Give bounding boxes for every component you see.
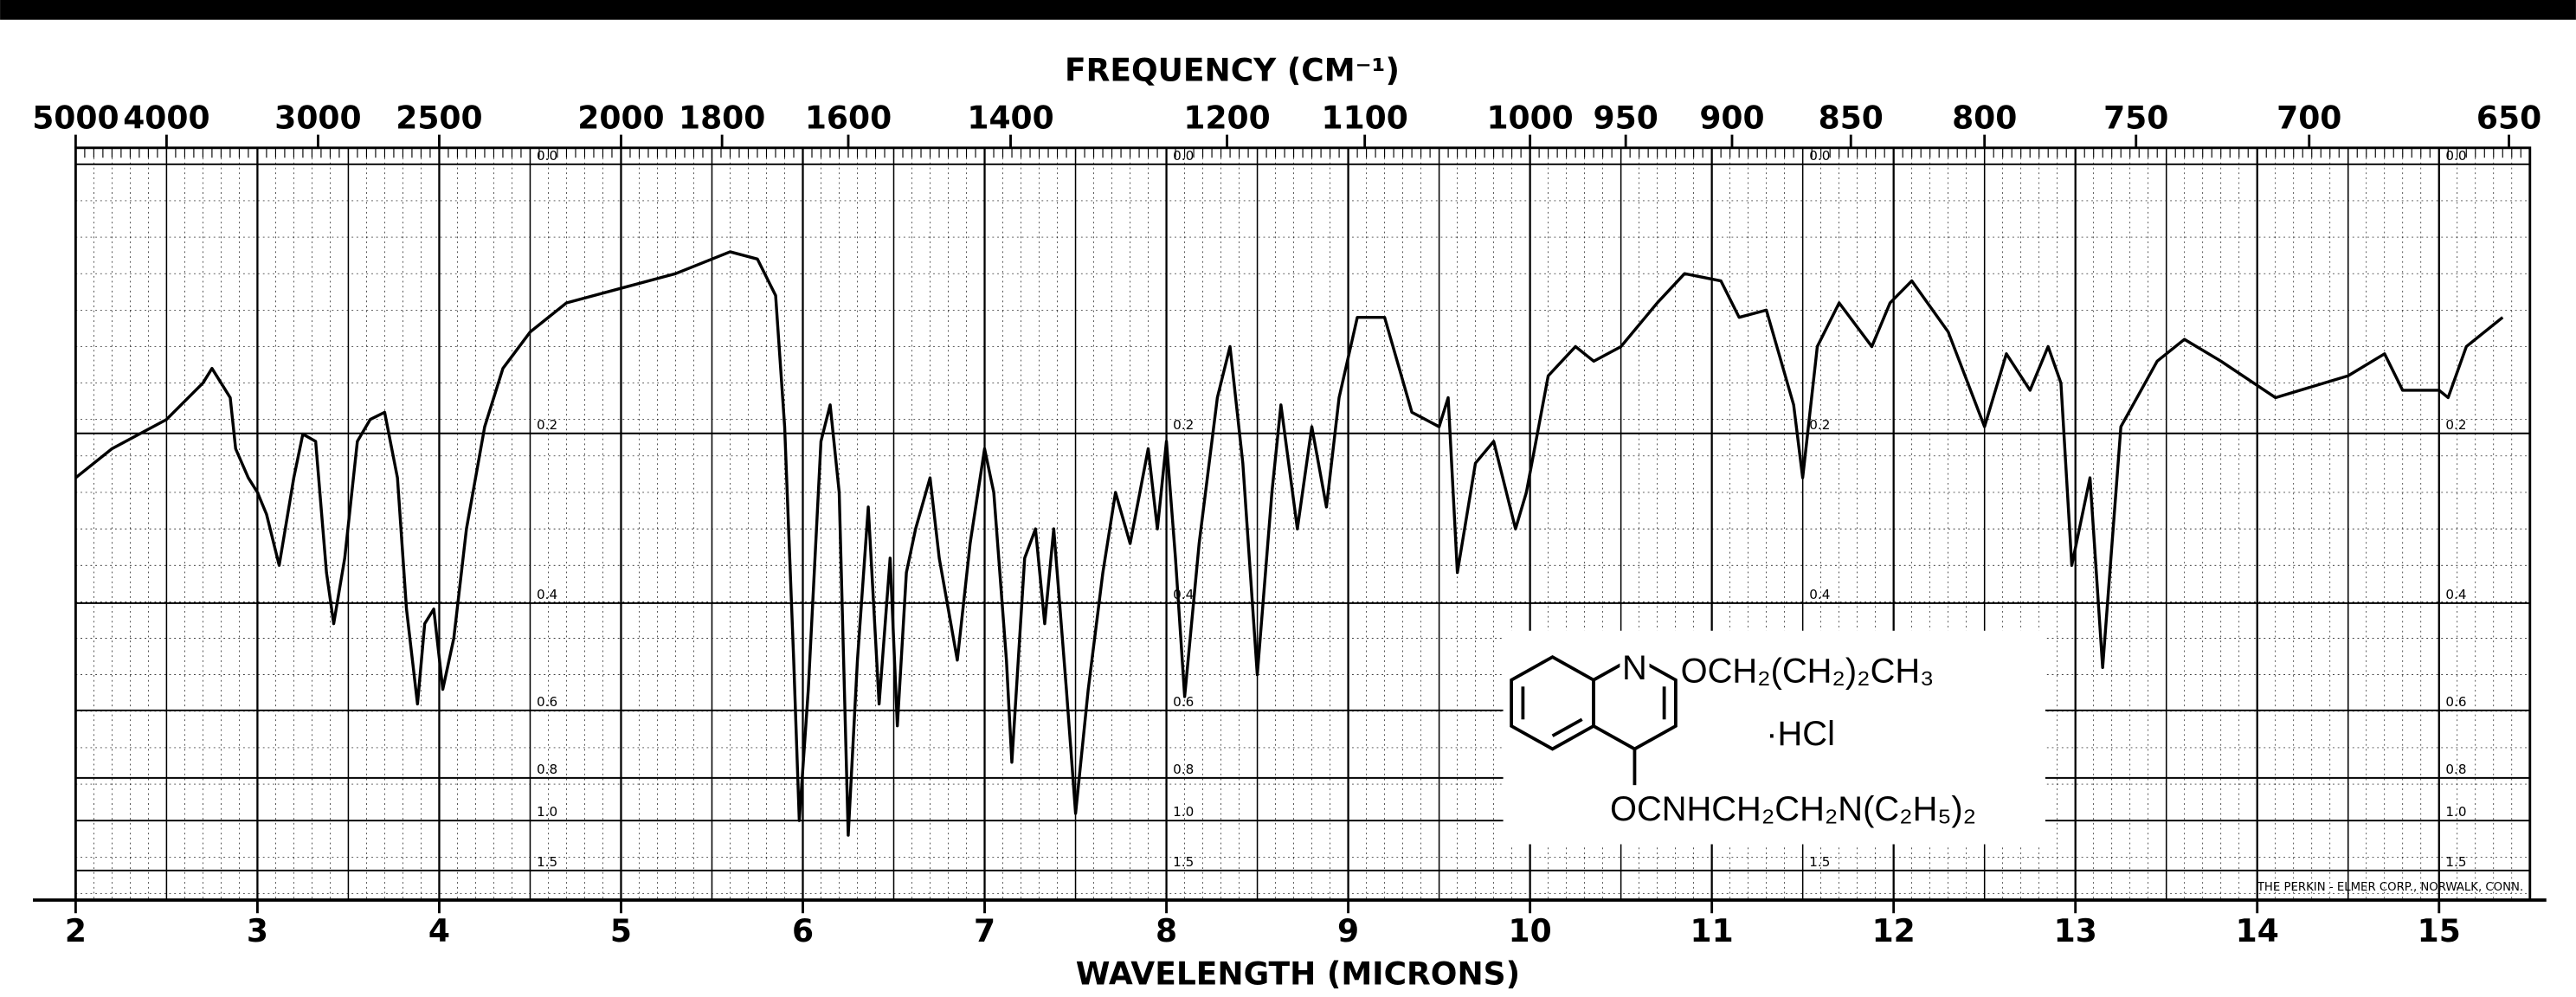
x2-tick-label: 900 <box>1699 100 1764 137</box>
x-tick-label: 3 <box>247 913 268 949</box>
x2-tick-label: 700 <box>2277 100 2341 137</box>
structure: N OCH₂(CH₂)₂CH₃ ·HCl OCNHCH₂CH₂N(C₂H₅)₂ <box>1503 630 2045 845</box>
absorbance-label: 0.0 <box>537 148 557 164</box>
absorbance-label: 1.0 <box>2445 804 2466 820</box>
x-tick-label: 15 <box>2418 913 2461 949</box>
amide-label: OCNHCH₂CH₂N(C₂H₅)₂ <box>1610 790 1976 828</box>
x-tick-label: 2 <box>65 913 87 949</box>
absorbance-label: 0.2 <box>1809 417 1830 433</box>
absorbance-label: 1.5 <box>1809 854 1830 870</box>
x2-tick-label: 1600 <box>805 100 892 137</box>
absorbance-label: 1.0 <box>1173 804 1194 820</box>
grid <box>33 146 2547 902</box>
absorbance-label: 1.0 <box>537 804 557 820</box>
x-tick-label: 6 <box>792 913 814 949</box>
x-tick-label: 4 <box>428 913 450 949</box>
absorbance-label: 0.2 <box>2445 417 2466 433</box>
x2-tick-label: 2000 <box>577 100 664 137</box>
x2-tick-label: 750 <box>2103 100 2168 137</box>
absorbance-label: 0.6 <box>2445 694 2466 710</box>
absorbance-label: 0.4 <box>1809 587 1830 602</box>
top-axis-title: FREQUENCY (CM⁻¹) <box>1065 53 1400 89</box>
absorbance-label: 0.4 <box>537 587 557 602</box>
absorbance-label: 0.0 <box>1173 148 1194 164</box>
absorbance-label: 1.5 <box>1173 854 1194 870</box>
x-tick-label: 10 <box>1509 913 1552 949</box>
label-mask <box>1620 653 1650 684</box>
x2-tick-label: 850 <box>1819 100 1884 137</box>
x2-tick-label: 1000 <box>1486 100 1573 137</box>
x-tick-label: 11 <box>1690 913 1734 949</box>
x2-tick-label: 800 <box>1952 100 2017 137</box>
x2-tick-label: 4000 <box>123 100 209 137</box>
absorbance-label: 0.8 <box>537 762 557 777</box>
absorbance-label: 0.0 <box>1809 148 1830 164</box>
top-band <box>0 0 2576 20</box>
absorbance-label: 0.8 <box>2445 762 2466 777</box>
absorbance-label: 0.2 <box>1173 417 1194 433</box>
absorbance-label: 1.5 <box>537 854 557 870</box>
absorbance-label: 0.0 <box>2445 148 2466 164</box>
x2-tick-label: 1200 <box>1183 100 1270 137</box>
x-tick-label: 8 <box>1156 913 1177 949</box>
x2-tick-label: 1100 <box>1322 100 1408 137</box>
absorbance-label: 0.8 <box>1173 762 1194 777</box>
x-tick-label: 5 <box>610 913 632 949</box>
nitrogen-label: N <box>1622 649 1647 687</box>
x2-tick-label: 1800 <box>679 100 765 137</box>
x-tick-label: 13 <box>2054 913 2097 949</box>
x2-tick-label: 950 <box>1594 100 1658 137</box>
absorbance-label: 0.4 <box>2445 587 2466 602</box>
x-axis-title: WAVELENGTH (MICRONS) <box>1076 955 1520 992</box>
x2-tick-label: 5000 <box>32 100 119 137</box>
x-tick-label: 12 <box>1872 913 1916 949</box>
x-tick-label: 7 <box>974 913 995 949</box>
absorbance-label: 1.5 <box>2445 854 2466 870</box>
bond <box>1551 717 1583 737</box>
x2-tick-label: 650 <box>2476 100 2541 137</box>
absorbance-label: 0.6 <box>537 694 557 710</box>
absorbance-label: 0.2 <box>537 417 557 433</box>
x-tick-label: 14 <box>2236 913 2279 949</box>
footer-text: THE PERKIN - ELMER CORP., NORWALK, CONN. <box>2257 881 2523 894</box>
salt-label: ·HCl <box>1766 715 1835 753</box>
x-tick-label: 9 <box>1337 913 1359 949</box>
spectrum-line <box>74 250 2504 837</box>
substituent-label: OCH₂(CH₂)₂CH₃ <box>1681 653 1935 691</box>
structure-box <box>1503 630 2045 845</box>
x2-tick-label: 2500 <box>396 100 482 137</box>
absorbance-label: 0.6 <box>1173 694 1194 710</box>
x2-tick-label: 1400 <box>967 100 1053 137</box>
x2-tick-label: 3000 <box>274 100 361 137</box>
